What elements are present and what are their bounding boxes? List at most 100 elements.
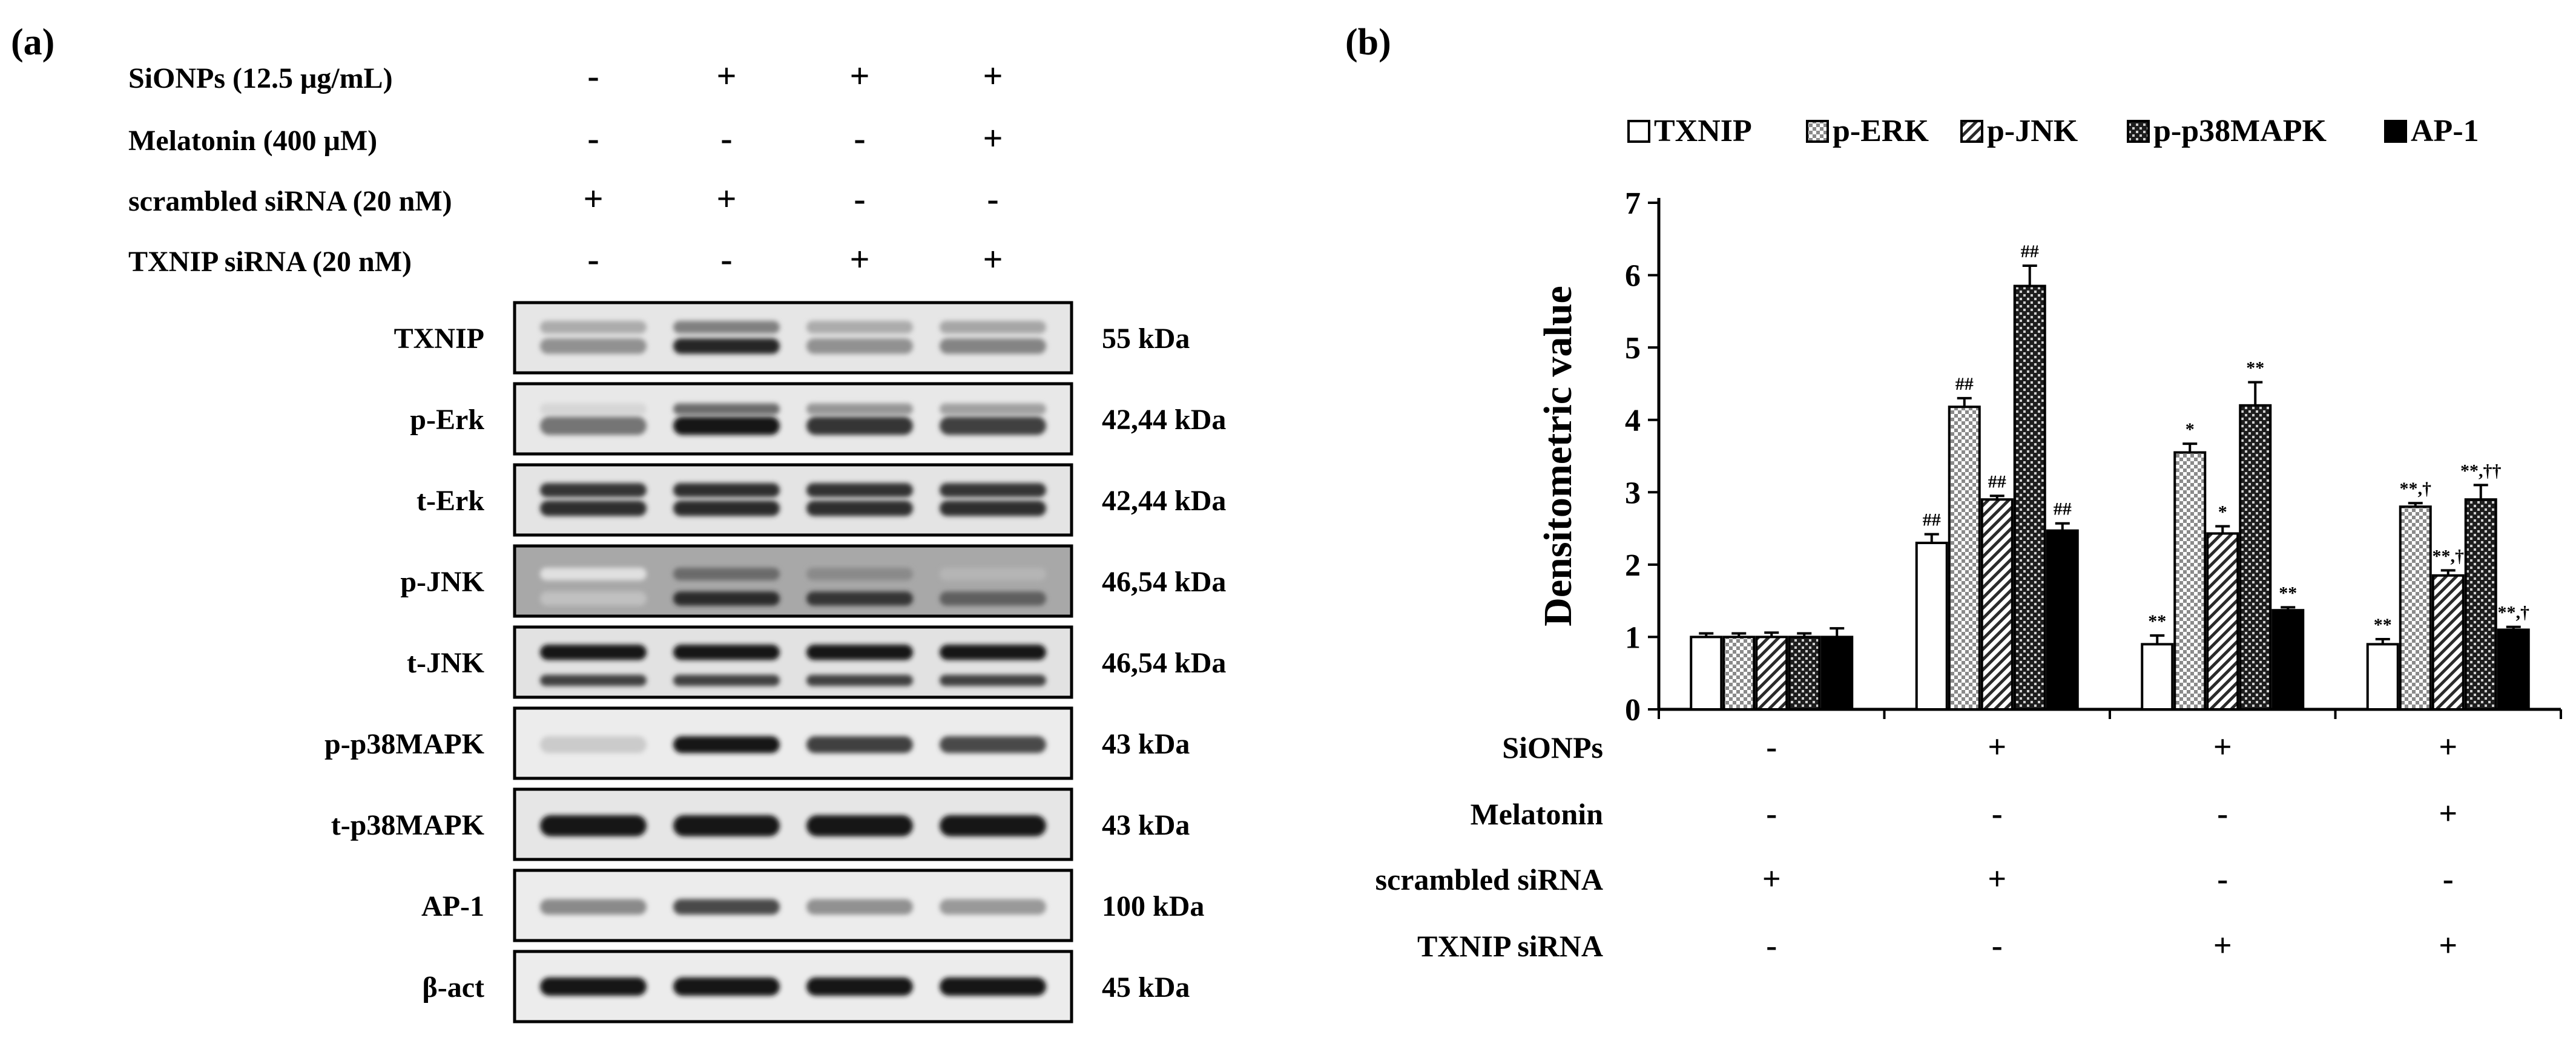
blot-name: t-p38MAPK	[331, 809, 484, 841]
condition-table-b: SiONPs - + + + Melatonin - - - + scrambled siRNA + +…	[1375, 729, 2458, 964]
legend-label: AP-1	[2411, 114, 2479, 148]
blot-band	[806, 899, 913, 915]
condition-sign-b: +	[2439, 927, 2457, 964]
blot-band	[673, 736, 780, 754]
condition-label-b: scrambled siRNA	[1375, 862, 1603, 896]
bar	[1820, 636, 1854, 711]
y-tick-label: 7	[1625, 186, 1641, 221]
blot-band	[540, 645, 647, 660]
bar	[1722, 636, 1756, 711]
bar-chart-panel: (b) TXNIP p-ERK p-JNK p-p38MAPK AP-1 0 1 2 3 4 5 6…	[1345, 22, 2562, 964]
condition-sign-b: -	[1766, 795, 1777, 832]
blot-band	[540, 416, 647, 435]
condition-sign-a: +	[849, 240, 869, 279]
condition-sign-a: -	[720, 240, 732, 279]
blot-band	[806, 501, 913, 516]
significance-label: **	[2374, 615, 2392, 635]
blot-band	[940, 416, 1046, 435]
condition-sign-a: +	[849, 56, 869, 96]
bar	[2206, 532, 2239, 711]
significance-label: **	[2246, 358, 2264, 378]
blot-size: 43 kDa	[1102, 809, 1190, 841]
blot-band	[940, 483, 1046, 498]
blot-band	[673, 501, 780, 516]
significance-label: **,†	[2433, 546, 2465, 566]
western-blot-panel: (a) SiONPs (12.5 μg/mL) - + + + Melatonin (40…	[11, 22, 1226, 1023]
panel-b-label: (b)	[1345, 22, 1391, 63]
bar	[2399, 505, 2432, 711]
blot-band	[540, 403, 647, 415]
blot-row: TXNIP 55 kDa	[394, 301, 1190, 375]
legend-swatch	[2384, 120, 2407, 143]
blot-row: t-JNK 46,54 kDa	[407, 625, 1226, 699]
condition-sign-a: +	[716, 56, 736, 96]
condition-sign-b: +	[2213, 927, 2232, 964]
bar	[1980, 498, 2014, 711]
condition-sign-a: +	[583, 179, 603, 218]
legend-swatch	[2127, 120, 2150, 143]
blot-band	[673, 338, 780, 354]
condition-sign-a: -	[587, 56, 599, 96]
significance-label: ##	[1955, 374, 1974, 394]
condition-label-a: scrambled siRNA (20 nM)	[128, 185, 452, 217]
blot-band	[940, 321, 1046, 334]
blot-membrane	[513, 463, 1073, 537]
blot-band	[940, 674, 1046, 686]
condition-sign-b: +	[1762, 861, 1781, 897]
bar	[1788, 636, 1821, 711]
y-tick-label: 1	[1625, 620, 1641, 655]
condition-sign-b: -	[2217, 795, 2228, 832]
blot-row: p-Erk 42,44 kDa	[410, 382, 1226, 456]
legend-label: p-ERK	[1833, 114, 1929, 148]
blot-band	[940, 645, 1046, 660]
blot-band	[940, 815, 1046, 836]
chart-legend: TXNIP p-ERK p-JNK p-p38MAPK AP-1	[1627, 114, 2479, 148]
blot-band	[940, 403, 1046, 415]
bar	[2271, 609, 2305, 711]
blot-band	[540, 338, 647, 354]
blot-band	[540, 591, 647, 606]
legend-swatch	[1627, 120, 1650, 143]
condition-sign-b: -	[1992, 927, 2003, 964]
blot-band	[540, 321, 647, 334]
blot-size: 45 kDa	[1102, 971, 1190, 1004]
bar	[2013, 284, 2046, 711]
condition-sign-b: +	[2213, 729, 2232, 765]
condition-sign-a: +	[983, 240, 1003, 279]
condition-sign-b: +	[2439, 795, 2457, 832]
blot-band	[806, 815, 913, 836]
blot-row: p-JNK 46,54 kDa	[400, 544, 1226, 618]
significance-label: **	[2148, 611, 2166, 631]
condition-sign-a: -	[854, 119, 865, 158]
blot-size: 42,44 kDa	[1102, 404, 1226, 436]
condition-table-a: SiONPs (12.5 μg/mL) - + + + Melatonin (400 μM…	[128, 56, 1003, 279]
blot-name: t-JNK	[407, 647, 484, 679]
condition-sign-b: -	[1992, 795, 2003, 832]
condition-label-b: SiONPs	[1502, 731, 1603, 764]
significance-label: ##	[2021, 241, 2039, 261]
blot-band	[673, 815, 780, 836]
blot-name: AP-1	[421, 890, 484, 922]
blot-row: p-p38MAPK 43 kDa	[324, 706, 1190, 780]
bar	[2141, 643, 2174, 711]
condition-sign-b: +	[2439, 729, 2457, 765]
condition-label-b: Melatonin	[1471, 797, 1604, 831]
blot-band	[806, 736, 913, 754]
blot-band	[540, 483, 647, 498]
significance-label: ##	[2054, 499, 2072, 519]
condition-sign-b: -	[2443, 861, 2454, 897]
bar	[2046, 529, 2079, 711]
blot-row: t-p38MAPK 43 kDa	[331, 787, 1190, 861]
blot-size: 43 kDa	[1102, 728, 1190, 760]
blot-band	[806, 321, 913, 334]
blot-size: 42,44 kDa	[1102, 485, 1226, 517]
legend-label: TXNIP	[1654, 114, 1752, 148]
significance-label: **,†	[2400, 479, 2432, 499]
blot-band	[673, 403, 780, 415]
blot-band	[806, 674, 913, 686]
condition-sign-b: -	[1766, 729, 1777, 765]
blot-membrane	[513, 301, 1073, 375]
blot-band	[673, 567, 780, 580]
blot-name: TXNIP	[394, 323, 484, 355]
bar	[2173, 451, 2207, 711]
